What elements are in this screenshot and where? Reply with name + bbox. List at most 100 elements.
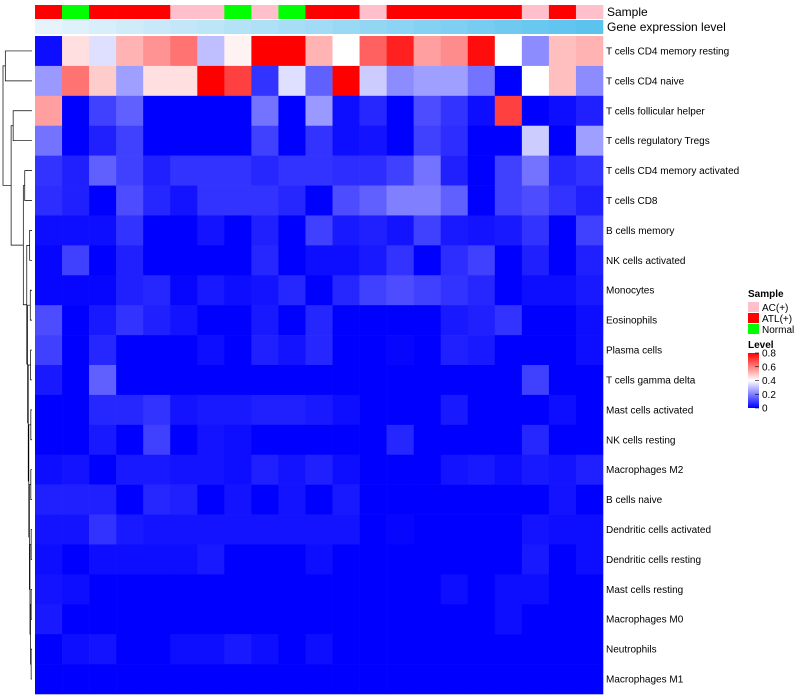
row-label: Plasma cells xyxy=(606,346,662,357)
legend-sample-label: Normal xyxy=(762,325,794,336)
heatmap-cell xyxy=(575,544,604,575)
heatmap-cell xyxy=(278,185,306,216)
heatmap-cell xyxy=(143,95,171,127)
heatmap-cell xyxy=(35,574,63,605)
heatmap-cell xyxy=(359,36,387,67)
heatmap-cell xyxy=(332,275,360,306)
heatmap-cell xyxy=(224,36,252,67)
heatmap-cell xyxy=(521,544,550,575)
heatmap-cell xyxy=(575,634,604,665)
heatmap-cell xyxy=(467,664,496,695)
heatmap-cell xyxy=(89,305,117,336)
heatmap-cell xyxy=(440,664,469,695)
heatmap-cell xyxy=(494,275,523,306)
row-label: Eosinophils xyxy=(606,316,657,327)
heatmap-cell xyxy=(467,604,496,635)
heatmap-cell xyxy=(278,125,306,156)
heatmap-cell xyxy=(89,245,117,276)
legend-sample-label: ATL(+) xyxy=(762,314,792,325)
heatmap-cell xyxy=(224,245,252,276)
heatmap-cell xyxy=(62,424,90,456)
heatmap-cell xyxy=(548,185,577,216)
heatmap-cell xyxy=(278,335,306,366)
heatmap-cell xyxy=(89,125,117,156)
row-label: Neutrophils xyxy=(606,645,657,656)
heatmap-cell xyxy=(116,335,144,366)
heatmap-cell xyxy=(521,454,550,485)
heatmap-cell xyxy=(224,95,252,127)
heatmap-cell xyxy=(413,95,442,127)
legend-level-title: Level xyxy=(748,340,774,351)
heatmap-cell xyxy=(197,574,225,605)
heatmap-cell xyxy=(413,454,442,485)
heatmap-cell xyxy=(386,574,414,605)
heatmap-cell xyxy=(224,664,252,695)
expression-level-annotation-bar xyxy=(35,20,604,34)
sample-annotation-cell xyxy=(62,5,90,19)
expression-level-annotation-label: Gene expression level xyxy=(607,20,726,34)
heatmap-cell xyxy=(197,544,225,575)
heatmap-cell xyxy=(467,335,496,366)
heatmap-cell xyxy=(251,36,279,67)
heatmap-cell xyxy=(494,604,523,635)
heatmap-cell xyxy=(386,394,414,426)
heatmap-cell xyxy=(89,365,117,396)
heatmap-cell xyxy=(440,185,469,216)
expression-level-cell xyxy=(332,20,360,34)
heatmap-cell xyxy=(89,65,117,97)
heatmap-cell xyxy=(332,305,360,336)
heatmap-cell xyxy=(440,305,469,336)
heatmap-cell xyxy=(278,215,306,246)
heatmap-cell xyxy=(278,365,306,396)
heatmap-cell xyxy=(251,604,279,635)
heatmap-cell xyxy=(251,245,279,276)
heatmap-cell xyxy=(467,424,496,456)
heatmap-cell xyxy=(170,544,198,575)
heatmap-cell xyxy=(440,155,469,186)
heatmap-cell xyxy=(224,305,252,336)
heatmap-cell xyxy=(440,245,469,276)
heatmap-cell xyxy=(116,305,144,336)
heatmap-cell xyxy=(197,305,225,336)
heatmap-cell xyxy=(62,36,90,67)
heatmap-cell xyxy=(332,65,360,97)
heatmap-cell xyxy=(386,454,414,485)
heatmap-cell xyxy=(305,245,333,276)
heatmap-cell xyxy=(332,185,360,216)
heatmap-cell xyxy=(170,36,198,67)
heatmap-cell xyxy=(143,484,171,515)
heatmap-cell xyxy=(332,95,360,127)
heatmap-cell xyxy=(305,574,333,605)
heatmap-cell xyxy=(521,664,550,695)
heatmap-cell xyxy=(62,305,90,336)
heatmap-cell xyxy=(332,394,360,426)
legend-level-colorbar xyxy=(748,353,759,408)
heatmap-cell xyxy=(548,215,577,246)
heatmap-cell xyxy=(143,544,171,575)
heatmap-cell xyxy=(413,544,442,575)
heatmap-cell xyxy=(575,335,604,366)
heatmap-cell xyxy=(332,574,360,605)
heatmap-cell xyxy=(89,215,117,246)
row-label: Dendritic cells activated xyxy=(606,525,711,536)
heatmap-cell xyxy=(170,394,198,426)
heatmap-cell xyxy=(521,95,550,127)
heatmap-cell xyxy=(116,215,144,246)
heatmap-cell xyxy=(440,215,469,246)
heatmap-cell xyxy=(494,215,523,246)
heatmap-cell xyxy=(197,275,225,306)
legend-level-tick-label: 0.6 xyxy=(762,362,776,373)
heatmap-cell xyxy=(305,424,333,456)
heatmap-cell xyxy=(143,335,171,366)
dendrogram-branch xyxy=(10,125,24,246)
heatmap-cell xyxy=(305,604,333,635)
heatmap-cell xyxy=(116,95,144,127)
row-label: Dendritic cells resting xyxy=(606,555,701,566)
expression-level-cell xyxy=(170,20,198,34)
heatmap-cell xyxy=(305,514,333,545)
heatmap-cell xyxy=(440,394,469,426)
expression-level-cell xyxy=(251,20,279,34)
heatmap-cell xyxy=(305,335,333,366)
heatmap-cell xyxy=(35,155,63,186)
heatmap-cell xyxy=(467,305,496,336)
